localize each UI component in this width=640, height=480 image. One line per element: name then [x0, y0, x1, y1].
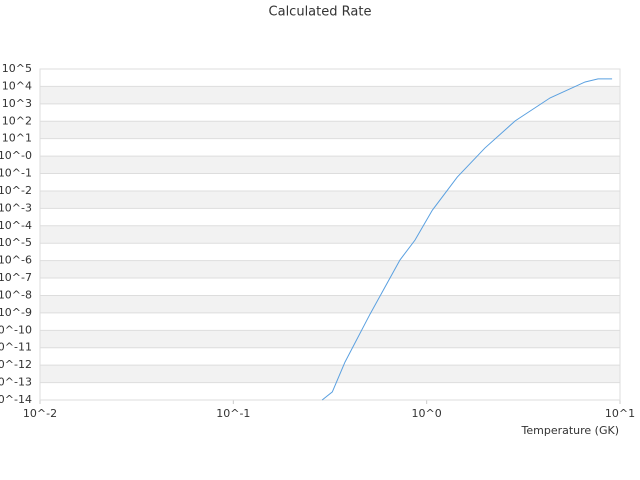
- y-tick-label: 10^-6: [0, 254, 32, 267]
- y-tick-label: 10^-2: [0, 184, 32, 197]
- grid-band: [40, 365, 620, 383]
- y-tick-label: 10^1: [2, 132, 32, 145]
- grid-band: [40, 295, 620, 313]
- x-tick-label: 10^-1: [216, 407, 250, 420]
- y-tick-label: 10^4: [2, 79, 32, 92]
- y-tick-label: 10^-11: [0, 341, 32, 354]
- grid-band: [40, 225, 620, 244]
- grid-band: [40, 260, 620, 279]
- x-tick-label: 10^1: [605, 407, 635, 420]
- x-tick-label: 10^-2: [23, 407, 57, 420]
- y-tick-label: 10^2: [2, 114, 32, 127]
- y-tick-label: 10^-7: [0, 271, 32, 284]
- y-tick-label: 10^-5: [0, 236, 32, 249]
- grid-band: [40, 330, 620, 348]
- y-tick-label: 10^-10: [0, 323, 32, 336]
- grid-band: [40, 156, 620, 174]
- y-tick-label: 10^-14: [0, 393, 32, 406]
- grid-band: [40, 121, 620, 139]
- y-tick-label: 10^-0: [0, 149, 32, 162]
- y-tick-label: 10^3: [2, 97, 32, 110]
- y-tick-label: 10^-4: [0, 219, 32, 232]
- y-tick-label: 10^-13: [0, 376, 32, 389]
- line: [321, 78, 613, 401]
- x-tick-label: 10^0: [412, 407, 442, 420]
- y-tick-label: 10^-8: [0, 288, 32, 301]
- chart-title: Calculated Rate: [269, 5, 372, 20]
- y-tick-label: 10^-1: [0, 167, 32, 180]
- y-tick-label: 10^-3: [0, 201, 32, 214]
- y-tick-label: 10^-12: [0, 358, 32, 371]
- x-axis-label: Temperature (GK): [521, 424, 620, 437]
- y-tick-label: 10^-9: [0, 306, 32, 319]
- plot-frame: [39, 68, 621, 401]
- grid-band: [40, 190, 620, 209]
- y-tick-label: 10^5: [2, 62, 32, 75]
- grid-band: [40, 86, 620, 104]
